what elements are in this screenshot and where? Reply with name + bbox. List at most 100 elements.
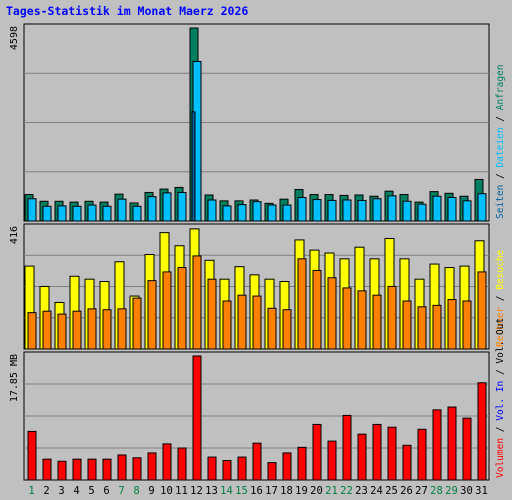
bar-volumen-day-29	[447, 406, 457, 481]
x-tick-label: 5	[88, 485, 94, 497]
bar-rechner-day-6	[102, 309, 112, 350]
bar-rechner-day-19	[297, 258, 307, 350]
legend-item-volumen: Volumen	[495, 438, 506, 478]
x-tick-label: 27	[415, 485, 428, 497]
bar-rechner-day-23	[357, 290, 367, 350]
bar-rechner-day-27	[417, 306, 427, 350]
bar-volumen-day-12	[192, 355, 202, 481]
bar-dateien-day-16	[252, 201, 262, 222]
bar-rechner-day-29	[447, 299, 457, 350]
legend-bottom: Volumen / Vol. In / Vol. Out	[495, 318, 506, 478]
legend-item-dateien: Dateien	[495, 127, 506, 167]
bar-seiten-day-12	[191, 111, 196, 222]
x-tick-label: 12	[190, 485, 203, 497]
bar-volumen-day-8	[132, 457, 142, 481]
bar-dateien-day-20	[312, 199, 322, 222]
x-tick-label: 14	[220, 485, 233, 497]
x-tick-label: 20	[310, 485, 323, 497]
legend-separator: /	[495, 110, 506, 127]
bar-rechner-day-16	[252, 295, 262, 350]
legend-item-vol-out: Vol. Out	[495, 318, 506, 364]
bar-rechner-day-18	[282, 309, 292, 350]
bar-rechner-day-15	[237, 294, 247, 350]
x-tick-label: 18	[280, 485, 293, 497]
bar-dateien-day-29	[447, 196, 457, 222]
bar-rechner-day-3	[57, 313, 67, 350]
bar-dateien-day-24	[372, 198, 382, 222]
x-tick-label: 15	[235, 485, 248, 497]
bar-dateien-day-5	[87, 204, 97, 222]
bar-dateien-day-31	[477, 193, 487, 222]
bar-volumen-day-6	[102, 458, 112, 481]
panel-bottom-max-label: 17.85 MB	[9, 354, 20, 402]
bar-rechner-day-17	[267, 307, 277, 350]
legend-item-besuche: Besuche	[495, 249, 506, 289]
bar-volumen-day-24	[372, 423, 382, 481]
bar-dateien-day-14	[222, 205, 232, 222]
bar-rechner-day-10	[162, 271, 172, 350]
bar-rechner-day-25	[387, 285, 397, 350]
x-tick-label: 31	[475, 485, 488, 497]
bar-dateien-day-3	[57, 205, 67, 222]
bar-dateien-day-15	[237, 204, 247, 222]
bar-dateien-day-13	[207, 199, 217, 222]
x-tick-label: 17	[265, 485, 278, 497]
bar-volumen-day-7	[117, 454, 127, 481]
bar-volumen-day-11	[177, 447, 187, 481]
x-tick-label: 25	[385, 485, 398, 497]
bar-volumen-day-20	[312, 423, 322, 481]
bar-dateien-day-19	[297, 196, 307, 222]
bar-rechner-day-21	[327, 277, 337, 350]
x-tick-label: 21	[325, 485, 338, 497]
x-tick-label: 9	[148, 485, 154, 497]
bar-volumen-day-30	[462, 417, 472, 481]
x-tick-label: 11	[175, 485, 188, 497]
legend-separator: /	[495, 290, 506, 307]
bar-rechner-day-26	[402, 300, 412, 350]
chart-title: Tages-Statistik im Monat Maerz 2026	[6, 4, 248, 18]
bar-volumen-day-17	[267, 462, 277, 481]
legend-top: Seiten / Dateien / Anfragen	[495, 65, 506, 219]
x-tick-label: 4	[73, 485, 79, 497]
x-tick-label: 23	[355, 485, 368, 497]
x-tick-label: 29	[445, 485, 458, 497]
x-tick-label: 13	[205, 485, 218, 497]
panel-middle-max-label: 416	[9, 226, 20, 244]
legend-middle: Rechner / Besuche	[495, 249, 506, 347]
bar-volumen-day-5	[87, 458, 97, 481]
bar-rechner-day-1	[27, 312, 37, 350]
bar-volumen-day-18	[282, 452, 292, 481]
bar-volumen-day-10	[162, 443, 172, 481]
bar-volumen-day-16	[252, 442, 262, 481]
bar-volumen-day-26	[402, 444, 412, 481]
x-tick-label: 8	[133, 485, 139, 497]
bar-dateien-day-26	[402, 200, 412, 222]
bar-dateien-day-6	[102, 205, 112, 222]
x-tick-label: 19	[295, 485, 308, 497]
bar-volumen-day-2	[42, 458, 52, 481]
bar-dateien-day-27	[417, 203, 427, 222]
legend-item-vol-in: Vol. In	[495, 381, 506, 421]
bar-rechner-day-30	[462, 300, 472, 350]
x-tick-label: 3	[58, 485, 64, 497]
x-tick-label: 22	[340, 485, 353, 497]
bar-rechner-day-24	[372, 294, 382, 350]
bar-rechner-day-9	[147, 280, 157, 350]
bar-dateien-day-2	[42, 205, 52, 222]
bar-rechner-day-12	[192, 255, 202, 350]
bar-volumen-day-22	[342, 414, 352, 481]
x-tick-label: 10	[160, 485, 173, 497]
bar-dateien-day-30	[462, 200, 472, 222]
bar-rechner-day-8	[132, 297, 142, 350]
x-tick-label: 28	[430, 485, 443, 497]
bar-volumen-day-15	[237, 456, 247, 481]
bar-volumen-day-23	[357, 433, 367, 481]
x-tick-label: 7	[118, 485, 124, 497]
legend-item-seiten: Seiten	[495, 185, 506, 219]
legend-separator: /	[495, 168, 506, 185]
legend-item-anfragen: Anfragen	[495, 65, 506, 111]
bar-rechner-day-11	[177, 267, 187, 350]
bar-rechner-day-22	[342, 287, 352, 350]
bar-dateien-day-9	[147, 196, 157, 222]
bar-rechner-day-13	[207, 278, 217, 350]
